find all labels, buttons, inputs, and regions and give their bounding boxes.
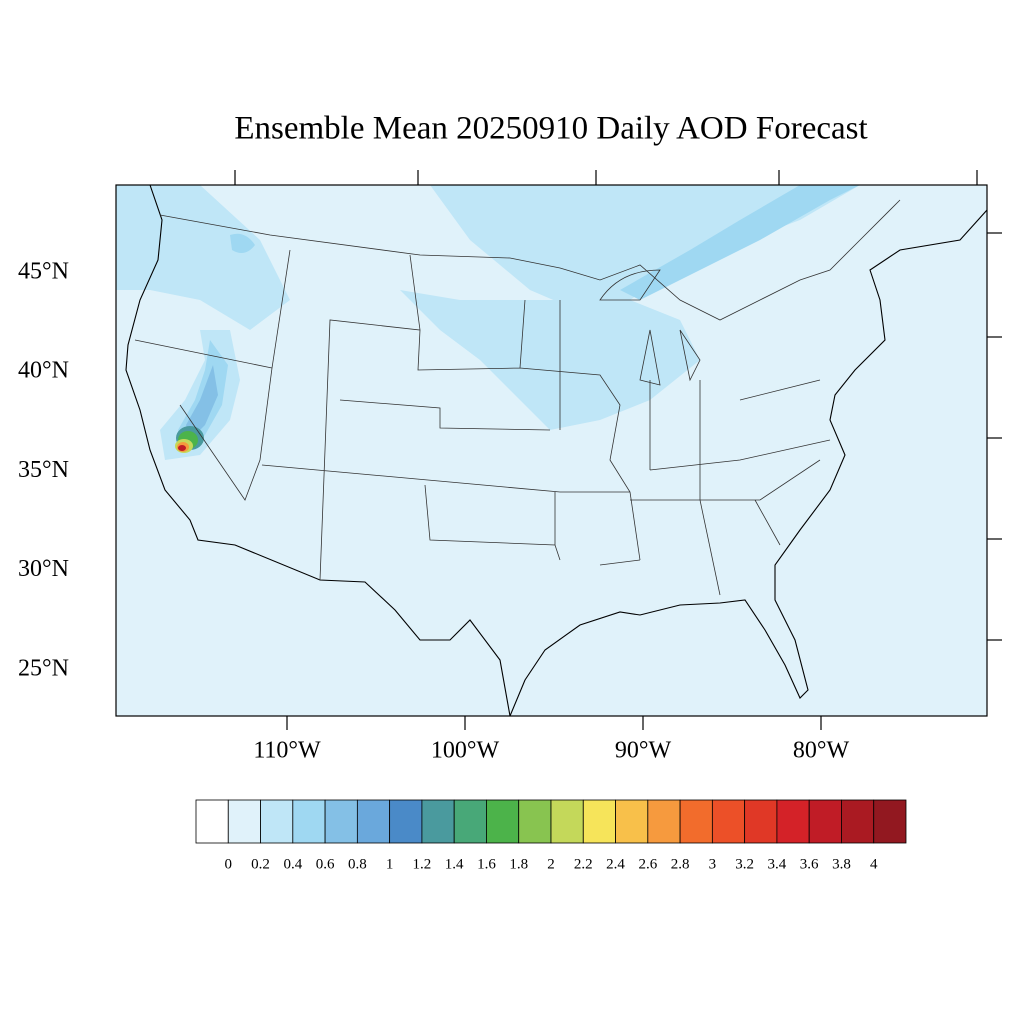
colorbar-label: 1.8 — [509, 856, 528, 872]
colorbar-label: 1 — [386, 856, 394, 872]
lon-label: 100°W — [431, 738, 500, 764]
colorbar-box — [744, 799, 778, 844]
colorbar-box — [711, 799, 746, 844]
colorbar-label: 2.8 — [671, 856, 690, 872]
map-area — [116, 185, 987, 716]
colorbar-label: 2.2 — [574, 856, 593, 872]
lat-label: 35°N — [18, 457, 69, 483]
aod-region — [116, 185, 290, 330]
frame-ticks — [234, 170, 1002, 730]
aod-region — [230, 233, 255, 254]
colorbar-box — [550, 799, 584, 844]
border — [159, 199, 901, 321]
lon-label: 110°W — [253, 738, 321, 764]
colorbar-label: 1.4 — [445, 856, 464, 872]
colorbar-box — [260, 799, 294, 844]
colorbar-label: 4 — [870, 856, 878, 872]
map-title: Ensemble Mean 20250910 Daily AOD Forecas… — [234, 111, 867, 147]
colorbar-box — [389, 799, 423, 844]
colorbar-box — [808, 799, 842, 844]
lat-label: 40°N — [18, 358, 69, 384]
colorbar-box — [841, 799, 875, 844]
lon-label: 80°W — [793, 738, 850, 764]
colorbar-label: 3.2 — [735, 856, 754, 872]
colorbar-box — [227, 799, 261, 844]
aod-region — [400, 290, 700, 430]
colorbar-label: 2.4 — [606, 856, 625, 872]
colorbar-label: 3.8 — [832, 856, 851, 872]
colorbar-box — [486, 799, 520, 844]
colorbar-box — [324, 799, 358, 844]
colorbar-box — [292, 799, 326, 844]
colorbar-label: 1.6 — [477, 856, 496, 872]
colorbar-box — [679, 799, 713, 844]
colorbar-box — [582, 799, 616, 844]
colorbar-box — [421, 799, 455, 844]
colorbar-box — [776, 799, 810, 844]
colorbar-box — [873, 799, 907, 844]
colorbar-box — [453, 799, 487, 844]
colorbar-label: 1.2 — [413, 856, 432, 872]
colorbar-box — [647, 799, 681, 844]
state-line — [134, 249, 831, 596]
colorbar-box — [195, 799, 229, 844]
colorbar-label: 0.4 — [283, 856, 302, 872]
colorbar-box — [518, 799, 552, 844]
map-frame — [115, 184, 988, 717]
aod-region — [178, 445, 186, 451]
colorbar-box — [615, 799, 649, 844]
colorbar-label: 0.6 — [316, 856, 335, 872]
colorbar-label: 3 — [709, 856, 717, 872]
colorbar-box — [356, 799, 391, 844]
colorbar-label: 0.8 — [348, 856, 367, 872]
colorbar-label: 2.6 — [638, 856, 657, 872]
lat-label: 45°N — [18, 259, 69, 285]
aod-region — [620, 185, 860, 300]
colorbar-label: 0.2 — [251, 856, 270, 872]
lat-label: 30°N — [18, 556, 69, 582]
coastline — [125, 185, 511, 716]
aod-region — [186, 365, 218, 440]
lat-label: 25°N — [18, 655, 69, 681]
colorbar-label: 2 — [547, 856, 555, 872]
coastline — [509, 209, 987, 716]
colorbar-label: 0 — [225, 856, 233, 872]
colorbar-label: 3.6 — [800, 856, 819, 872]
colorbar-label: 3.4 — [768, 856, 787, 872]
lon-label: 90°W — [615, 738, 672, 764]
